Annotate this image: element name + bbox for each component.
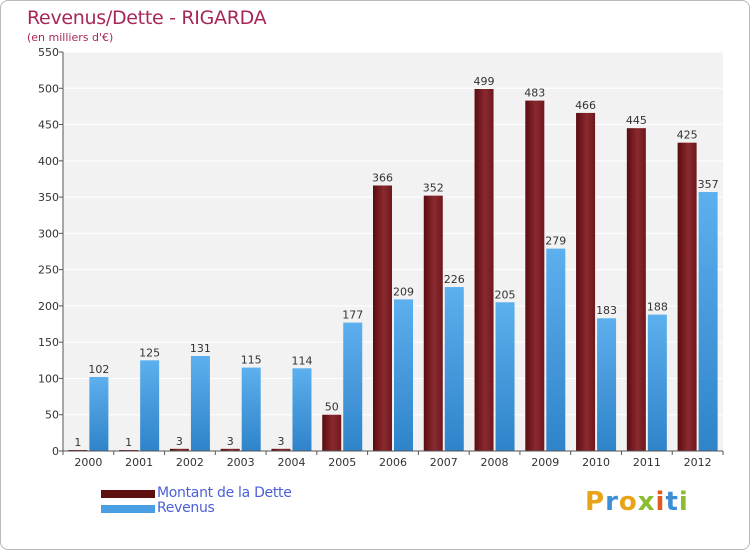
- bar-revenus: [140, 360, 160, 451]
- data-label-dette: 466: [575, 99, 596, 112]
- data-label-revenus: 357: [698, 178, 719, 191]
- bar-dette: [220, 448, 240, 451]
- data-label-revenus: 102: [88, 363, 109, 376]
- x-tick-label: 2005: [328, 456, 356, 469]
- logo-letter: P: [585, 487, 606, 517]
- data-label-dette: 483: [524, 87, 545, 100]
- y-tick-label: 500: [38, 82, 59, 95]
- bar-revenus: [495, 302, 515, 451]
- data-label-revenus: 115: [241, 354, 262, 367]
- legend-label-dette: Montant de la Dette: [157, 485, 292, 501]
- logo-letter: i: [655, 487, 666, 517]
- y-tick-label: 50: [45, 409, 59, 422]
- data-label-revenus: 279: [545, 235, 566, 248]
- x-tick-label: 2003: [227, 456, 255, 469]
- x-tick-label: 2011: [633, 456, 661, 469]
- bar-revenus: [190, 355, 210, 451]
- data-label-revenus: 183: [596, 304, 617, 317]
- bar-dette: [677, 142, 697, 451]
- y-tick-label: 300: [38, 227, 59, 240]
- y-tick-label: 400: [38, 155, 59, 168]
- chart-subtitle: (en milliers d'€): [27, 31, 114, 44]
- y-tick-label: 550: [38, 46, 59, 59]
- proxiti-logo: Proxiti: [585, 487, 689, 517]
- data-label-revenus: 226: [444, 273, 465, 286]
- bar-revenus: [546, 248, 566, 451]
- data-label-revenus: 205: [495, 288, 516, 301]
- data-label-revenus: 125: [139, 346, 160, 359]
- data-label-dette: 352: [423, 182, 444, 195]
- logo-letter: t: [665, 487, 679, 517]
- bar-dette: [576, 112, 596, 452]
- bar-revenus: [89, 377, 109, 451]
- data-label-dette: 425: [677, 129, 698, 142]
- bar-revenus: [343, 322, 363, 451]
- bar-revenus: [597, 318, 617, 451]
- logo-letter: i: [678, 487, 689, 517]
- bar-revenus: [444, 287, 464, 451]
- x-tick-label: 2012: [684, 456, 712, 469]
- y-tick-label: 350: [38, 191, 59, 204]
- x-axis: 2000 2001 2002 2003 2004 2005 2006 2007 2008 2009…: [62, 450, 724, 469]
- data-label-revenus: 188: [647, 301, 668, 314]
- logo-letter: o: [618, 487, 638, 517]
- bar-dette: [626, 128, 646, 451]
- bar-dette: [423, 195, 443, 451]
- x-tick-label: 2007: [430, 456, 458, 469]
- data-label-dette: 445: [626, 114, 647, 127]
- bar-revenus: [394, 299, 413, 451]
- data-label-revenus: 114: [291, 354, 312, 367]
- data-label-dette: 50: [325, 401, 339, 414]
- data-label-dette: 499: [474, 75, 495, 88]
- data-label-dette: 1: [74, 436, 81, 449]
- data-label-revenus: 131: [190, 342, 211, 355]
- plot-background: [63, 52, 723, 451]
- y-tick-label: 250: [38, 264, 59, 277]
- bar-dette: [525, 100, 545, 451]
- x-tick-label: 2008: [481, 456, 509, 469]
- y-tick-label: 200: [38, 300, 59, 313]
- bar-revenus: [647, 314, 667, 451]
- bar-dette: [322, 414, 342, 451]
- bars: 1 102 1 125 3 131 3 115 3 114 50 177 366 209 352 226 499…: [68, 75, 719, 452]
- plot-area: [63, 52, 723, 451]
- y-tick-label: 450: [38, 119, 59, 132]
- data-label-dette: 1: [125, 436, 132, 449]
- y-tick-label: 100: [38, 372, 59, 385]
- bar-revenus: [241, 367, 261, 451]
- bar-dette: [169, 448, 189, 451]
- logo-letter: x: [637, 487, 656, 517]
- y-axis: 0 50 100 150 200 250 300 350 400 450 500 550: [38, 46, 64, 458]
- data-label-revenus: 177: [342, 309, 363, 322]
- data-label-dette: 3: [227, 435, 234, 448]
- logo-letter: r: [605, 487, 619, 517]
- data-label-dette: 3: [176, 435, 183, 448]
- data-label-dette: 3: [277, 435, 284, 448]
- data-label-dette: 366: [372, 171, 393, 184]
- y-tick-label: 150: [38, 336, 59, 349]
- bar-revenus: [292, 368, 312, 451]
- y-tick-label: 0: [52, 445, 59, 458]
- chart-title: Revenus/Dette - RIGARDA: [27, 7, 267, 29]
- bar-revenus: [698, 192, 718, 451]
- data-label-revenus: 209: [393, 285, 414, 298]
- x-tick-label: 2001: [125, 456, 153, 469]
- x-tick-label: 2006: [379, 456, 407, 469]
- legend-swatch-revenus: [101, 505, 155, 513]
- x-tick-label: 2004: [277, 456, 305, 469]
- x-tick-label: 2000: [74, 456, 102, 469]
- x-tick-label: 2010: [582, 456, 610, 469]
- legend-swatch-dette: [101, 490, 155, 498]
- x-tick-label: 2002: [176, 456, 204, 469]
- x-tick-label: 2009: [531, 456, 559, 469]
- bar-dette: [271, 448, 291, 451]
- legend-label-revenus: Revenus: [157, 500, 215, 516]
- bar-dette: [474, 88, 494, 452]
- bar-dette: [373, 185, 392, 451]
